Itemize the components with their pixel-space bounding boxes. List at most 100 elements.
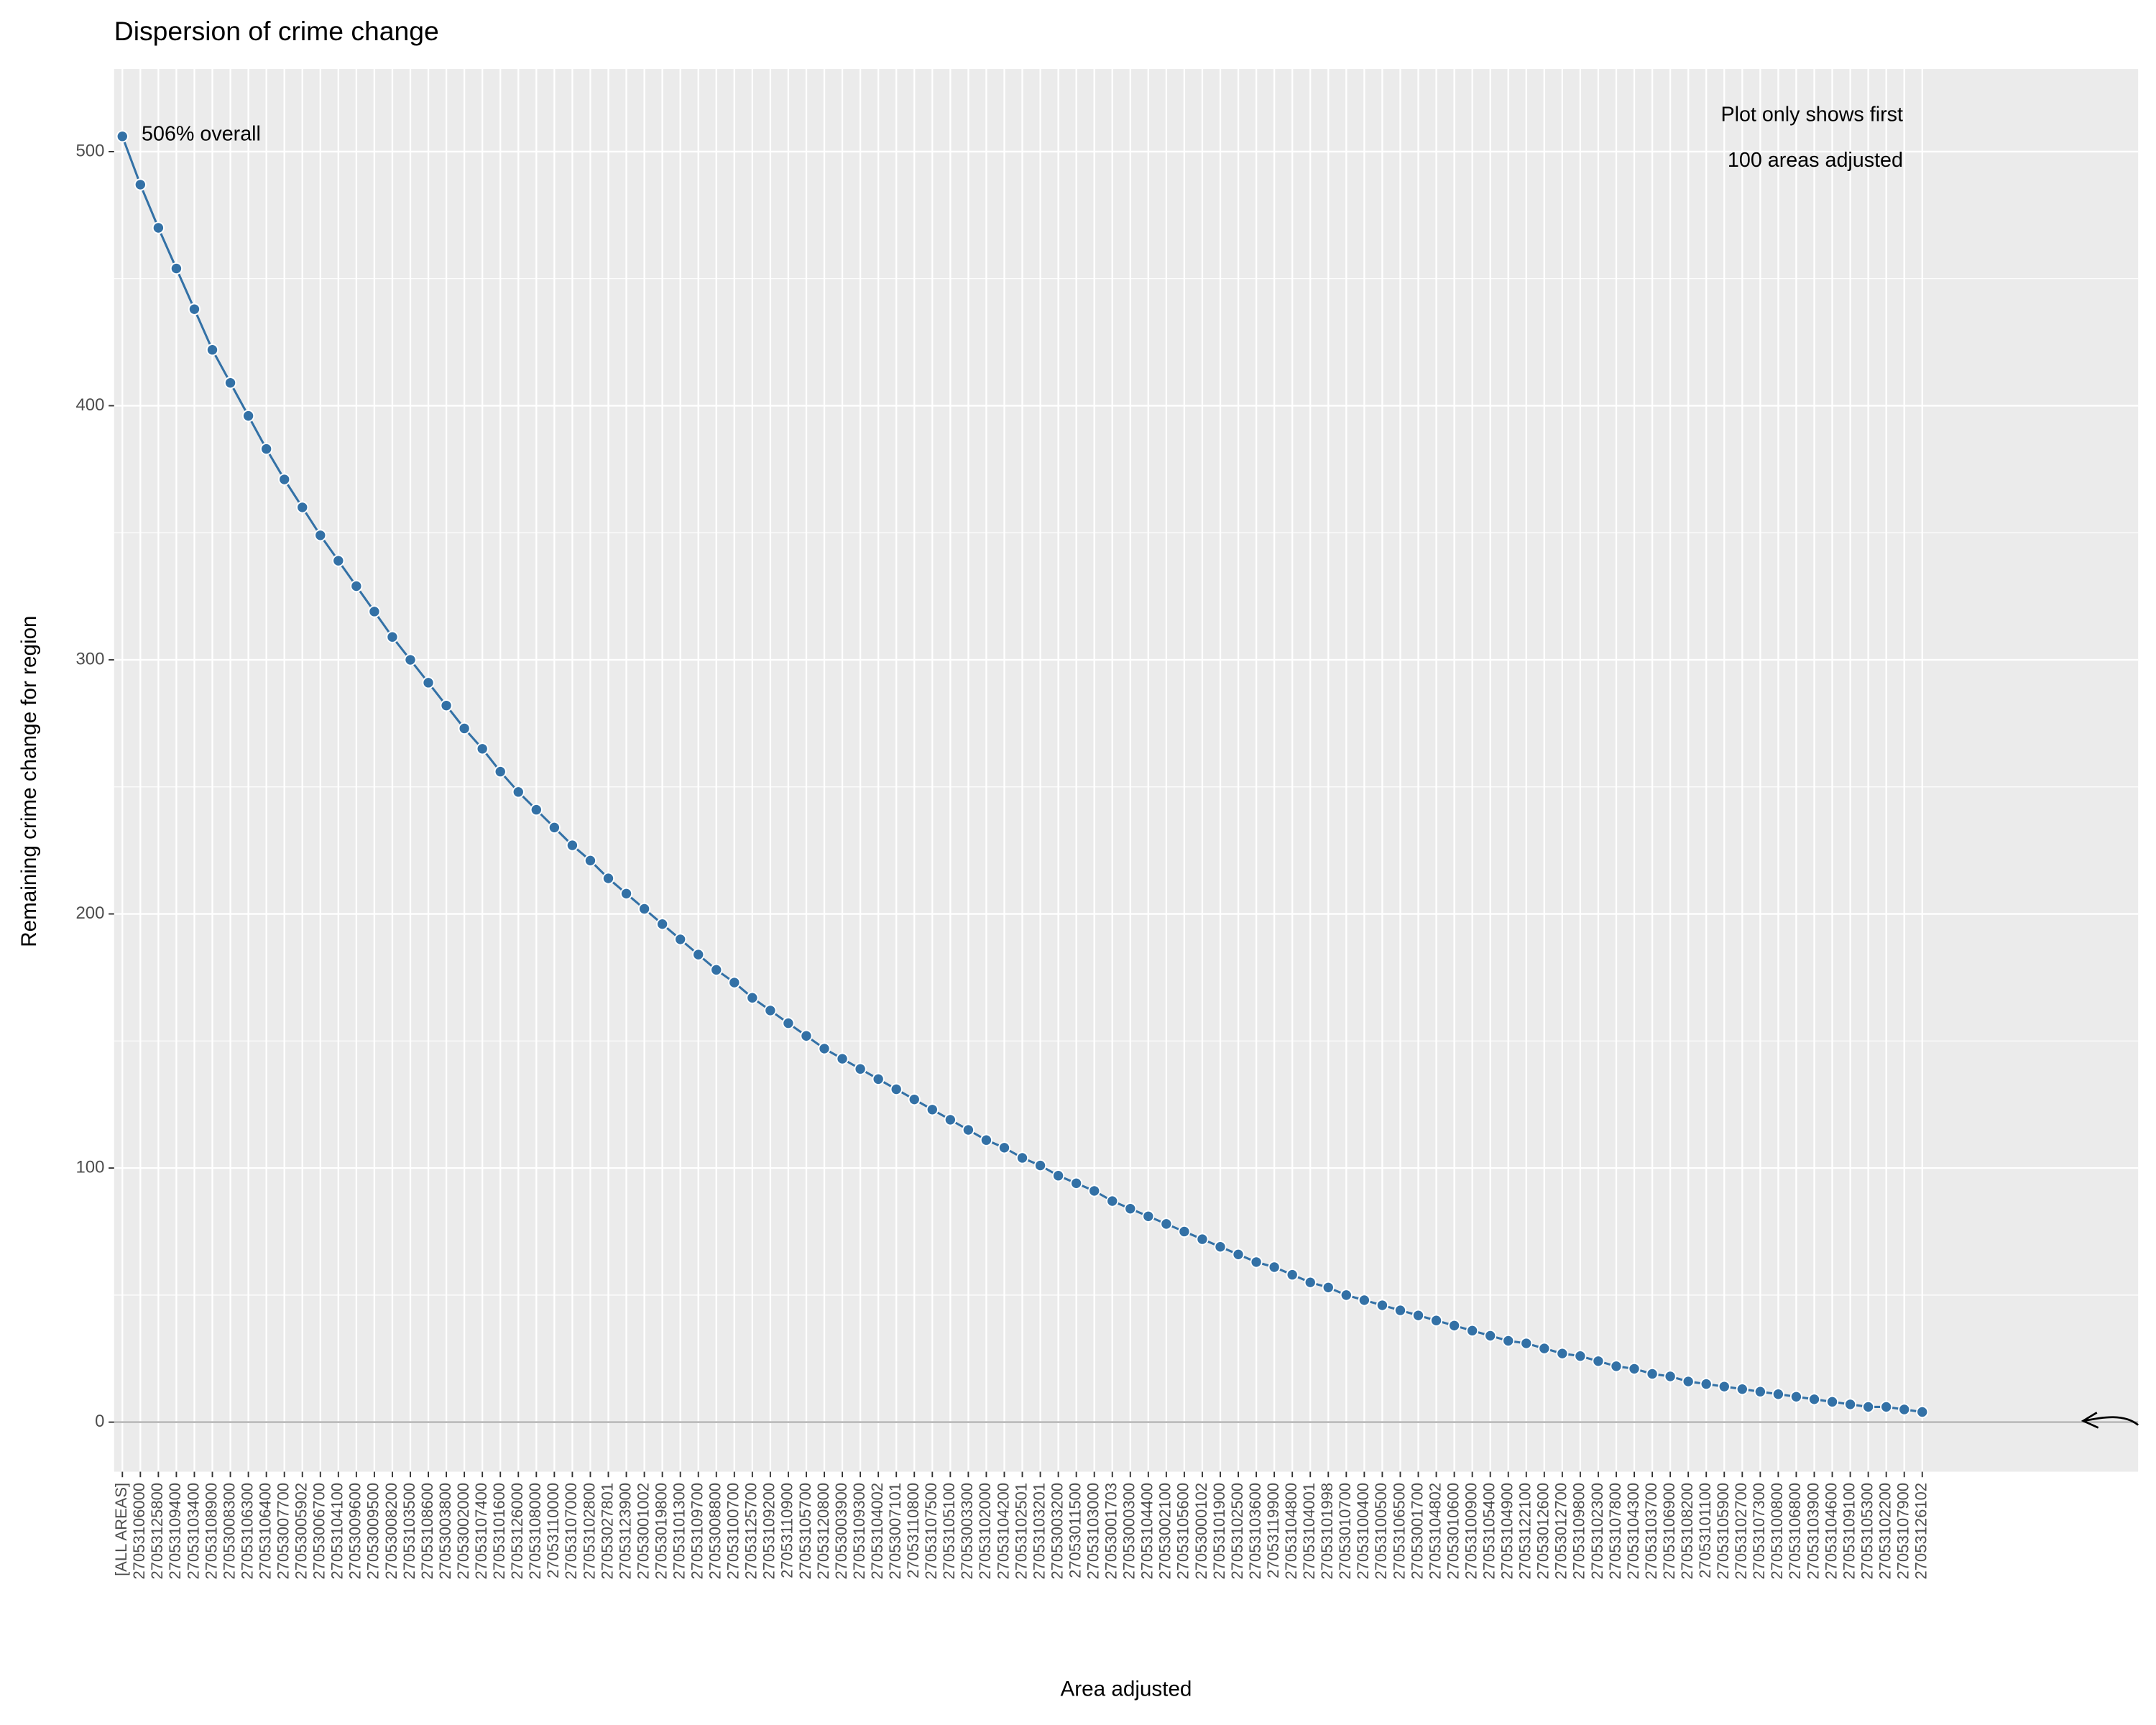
x-tick-label: 27053102000 [976, 1483, 994, 1580]
point [1015, 1151, 1029, 1164]
point [1772, 1388, 1784, 1401]
x-tick-label: 27053104300 [1624, 1483, 1642, 1580]
annotation: 506% overall [142, 122, 261, 145]
x-tick-label: 27053011500 [1066, 1483, 1084, 1578]
x-tick-label: 27053012600 [1534, 1483, 1552, 1580]
x-tick-label: 27053110000 [544, 1483, 562, 1578]
point [134, 178, 147, 191]
point [1646, 1367, 1659, 1381]
point [296, 501, 309, 514]
point [548, 821, 561, 834]
x-tick-label: 27053101998 [1318, 1483, 1336, 1580]
x-tick-label: 27053107300 [1750, 1483, 1768, 1580]
x-tick-label: 27053103600 [1246, 1483, 1264, 1580]
x-tick-label: 27053123900 [616, 1483, 634, 1580]
point [692, 948, 705, 961]
x-tick-label: 27053105900 [1714, 1483, 1732, 1580]
x-tick-label: 27053105100 [940, 1483, 958, 1580]
x-tick-label: 27053106800 [1786, 1483, 1804, 1580]
x-tick-label: 27053104002 [868, 1483, 886, 1580]
point [746, 991, 759, 1004]
x-tick-label: 27053001002 [634, 1483, 652, 1580]
point [1142, 1210, 1155, 1223]
panel [114, 69, 2139, 1472]
point [1700, 1377, 1713, 1391]
point [872, 1072, 885, 1085]
point [241, 410, 255, 423]
x-tick-label: 27053120800 [814, 1483, 832, 1580]
point [1898, 1403, 1911, 1416]
x-tick-label: 27053107400 [472, 1483, 490, 1580]
point [1070, 1177, 1083, 1190]
x-tick-label: 27053105300 [1858, 1483, 1876, 1580]
x-tick-label: 27053105400 [1480, 1483, 1498, 1580]
x-tick-label: 27053102800 [580, 1483, 598, 1580]
x-tick-label: 27053001700 [1408, 1483, 1426, 1580]
x-tick-label: 27053119900 [1264, 1483, 1282, 1578]
x-tick-label: 27053109300 [850, 1483, 868, 1580]
x-tick-label: 27053002000 [454, 1483, 472, 1580]
point [1340, 1289, 1353, 1302]
point [278, 473, 291, 486]
point [476, 742, 489, 755]
point [422, 676, 435, 689]
x-tick-label: 27053008300 [220, 1483, 238, 1580]
point [1825, 1395, 1839, 1408]
point [1502, 1334, 1515, 1348]
x-tick-label: 27053125800 [148, 1483, 166, 1580]
point [890, 1082, 903, 1096]
annotation: Plot only shows first [1720, 104, 1903, 126]
point [1214, 1241, 1227, 1254]
x-tick-label: 27053102500 [1228, 1483, 1246, 1580]
x-tick-label: 27053108900 [202, 1483, 220, 1580]
x-tick-label: 27053106900 [1660, 1483, 1678, 1580]
point [1754, 1385, 1766, 1398]
x-tick-label: 27053003200 [1048, 1483, 1066, 1580]
point [1807, 1393, 1821, 1406]
point [1322, 1281, 1335, 1294]
x-tick-label: 27053005902 [292, 1483, 310, 1580]
x-tick-label: 27053003800 [436, 1483, 454, 1580]
x-tick-label: 27053105700 [796, 1483, 814, 1580]
x-tick-label: 27053102700 [1732, 1483, 1750, 1580]
point [728, 976, 741, 989]
x-tick-label: 27053106300 [238, 1483, 256, 1580]
x-tick-label: 27053100400 [1354, 1483, 1372, 1580]
y-tick-label: 400 [76, 395, 105, 415]
x-tick-label: 27053103201 [1030, 1483, 1048, 1580]
x-tick-label: 27053012700 [1552, 1483, 1570, 1580]
x-tick-label: 27053100800 [1768, 1483, 1786, 1580]
point [1880, 1400, 1893, 1414]
point [530, 803, 543, 816]
point [1429, 1314, 1443, 1327]
x-tick-label: 27053101900 [1210, 1483, 1228, 1580]
x-tick-label: 27053019800 [652, 1483, 670, 1580]
y-tick-label: 200 [76, 903, 105, 923]
point [440, 699, 453, 712]
y-tick-label: 100 [76, 1157, 105, 1177]
point [332, 554, 345, 567]
x-tick-label: 27053109100 [1840, 1483, 1858, 1580]
point [1268, 1261, 1281, 1274]
x-tick-label: 27053109400 [166, 1483, 184, 1580]
x-tick-label: 27053107500 [922, 1483, 940, 1580]
point [170, 262, 183, 275]
point [1106, 1195, 1119, 1208]
point [1862, 1400, 1875, 1414]
point [1304, 1276, 1317, 1289]
point [188, 303, 201, 316]
x-tick-label: 27053107800 [1606, 1483, 1624, 1580]
point [494, 765, 507, 778]
x-tick-label: 27053003300 [958, 1483, 976, 1580]
point [818, 1042, 831, 1055]
x-tick-label: 27053104400 [1138, 1483, 1156, 1580]
point [1232, 1248, 1245, 1261]
point [1574, 1350, 1587, 1363]
point [800, 1029, 813, 1042]
point [1610, 1360, 1623, 1373]
annotation: 100 areas adjusted [1728, 149, 1903, 172]
x-tick-label: 27053100700 [724, 1483, 742, 1580]
point [1124, 1202, 1137, 1215]
x-tick-label: 27053102200 [1876, 1483, 1894, 1580]
x-tick-label: 27053104802 [1426, 1483, 1444, 1580]
